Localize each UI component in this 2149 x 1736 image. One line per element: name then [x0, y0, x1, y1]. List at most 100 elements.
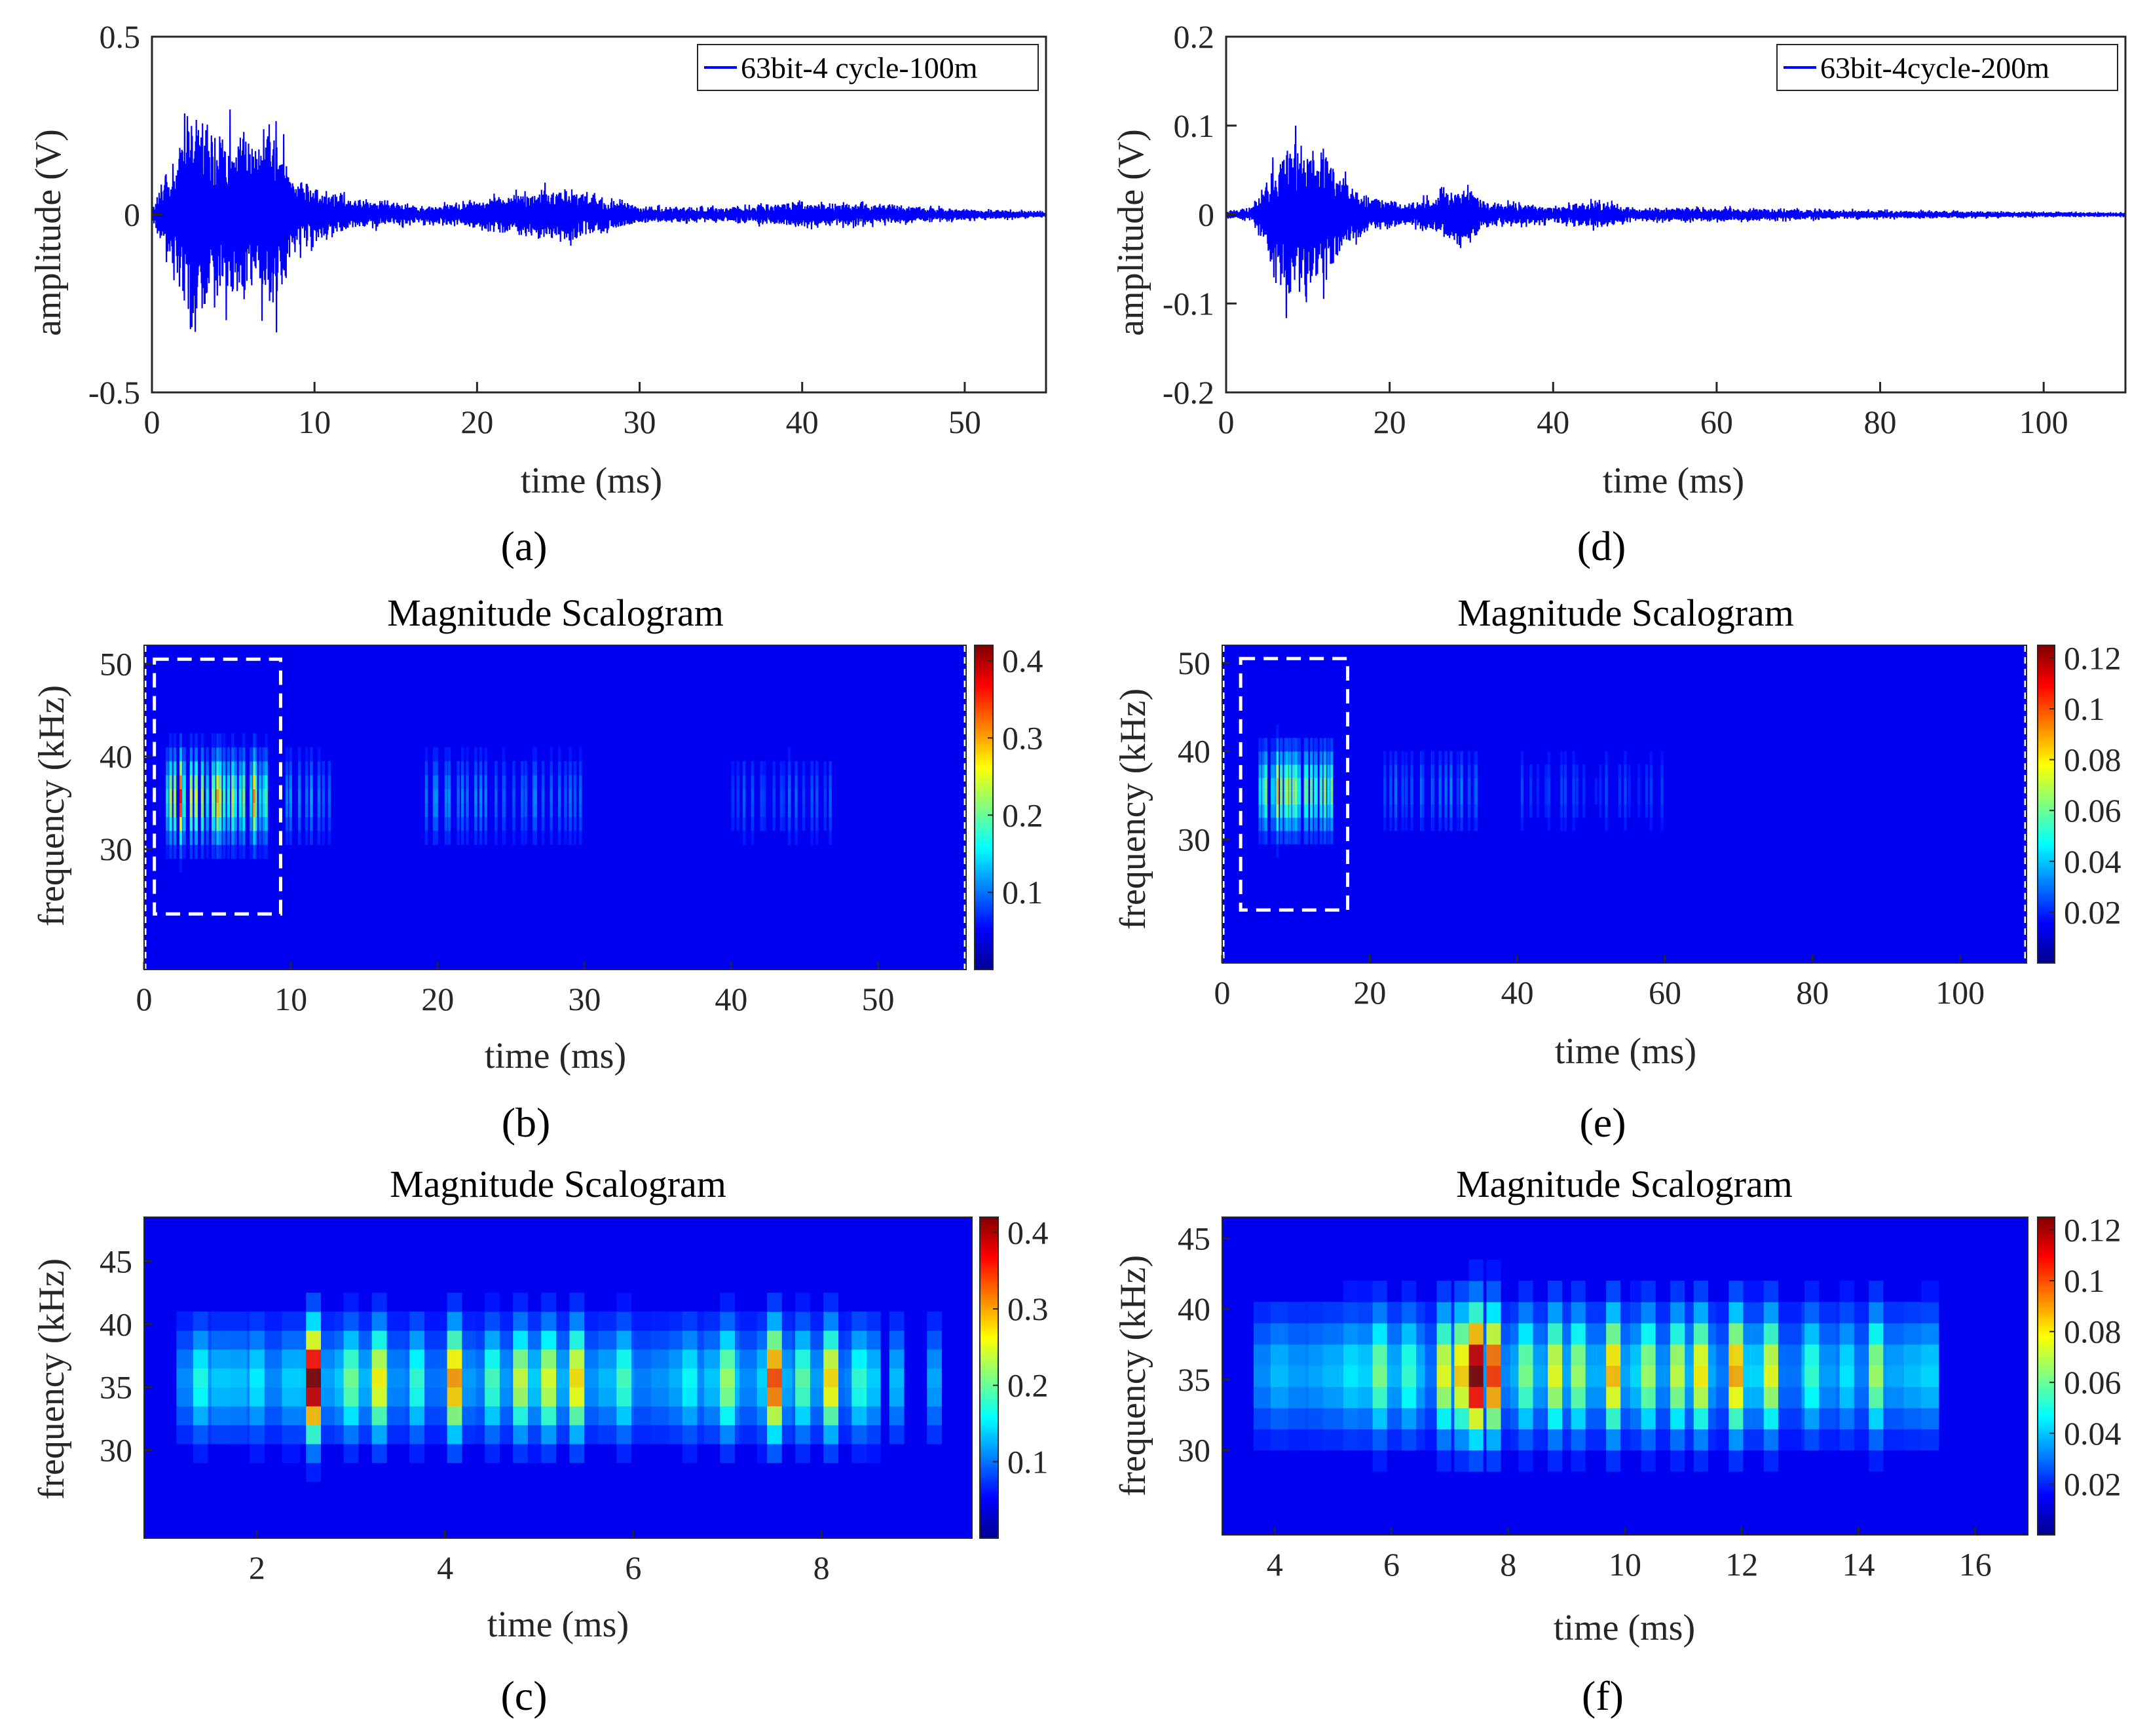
panel-c-scalogram-cell — [176, 1368, 195, 1387]
panel-b-scalogram-cell — [195, 747, 198, 762]
panel-e-scalogram-cell — [1271, 764, 1274, 778]
panel-b-scalogram-cell — [258, 789, 262, 803]
panel-f-scalogram-column — [1548, 1302, 1563, 1324]
panel-b-scalogram-cell — [762, 802, 766, 818]
panel-b-scalogram-cell — [461, 816, 464, 831]
panel-c-scalogram-column — [250, 1425, 265, 1444]
panel-b-xlabel: time (ms) — [485, 1036, 626, 1076]
panel-b-scalogram-cell — [534, 747, 537, 762]
panel-b-scalogram-cell — [265, 761, 268, 776]
panel-f-scalogram-column — [1486, 1408, 1501, 1429]
panel-e-scalogram-cell — [1432, 764, 1435, 778]
panel-d-xtick-label: 40 — [1537, 404, 1569, 440]
panel-e-scalogram-cell — [1305, 764, 1309, 778]
panel-b-scalogram-cell — [317, 775, 321, 789]
panel-b-scalogram-cell — [219, 747, 222, 762]
panel-c-scalogram-cell — [633, 1368, 652, 1387]
panel-b-scalogram-cell — [432, 747, 436, 762]
panel-b-scalogram-cell — [231, 733, 234, 748]
panel-e-scalogram-cell — [1456, 764, 1460, 778]
panel-e-xtick-label: 80 — [1796, 974, 1829, 1011]
panel-f-scalogram-cell — [1818, 1429, 1837, 1451]
panel-e-xtick-label: 60 — [1649, 974, 1681, 1011]
panel-c-scalogram-cell — [282, 1443, 301, 1463]
panel-b-scalogram-cell — [212, 802, 215, 818]
panel-e-scalogram-cell — [1261, 764, 1265, 778]
panel-e-scalogram-cell — [1330, 738, 1334, 752]
panel-f-ytick-label: 40 — [1178, 1291, 1210, 1327]
panel-e-scalogram-cell — [1582, 804, 1586, 818]
panel-f-scalogram-column — [1436, 1386, 1451, 1408]
panel-f-scalogram-cell — [1254, 1386, 1272, 1408]
panel-c-scalogram-cell — [598, 1387, 617, 1406]
panel-b-scalogram-cell — [424, 761, 428, 776]
panel-e-scalogram-cell — [1660, 764, 1664, 778]
panel-b-scalogram-cell — [297, 816, 301, 831]
panel-b-scalogram-cell — [216, 830, 219, 845]
panel-b-scalogram-cell — [829, 830, 832, 845]
panel-c-scalogram-cell — [704, 1406, 722, 1425]
panel-f-scalogram-cell — [1818, 1408, 1837, 1429]
panel-c-scalogram-cell — [282, 1311, 301, 1331]
panel-f-scalogram-cell — [1852, 1429, 1871, 1451]
panel-b-scalogram-cell — [479, 747, 483, 762]
panel-e-scalogram-cell — [1323, 791, 1326, 805]
panel-e-scalogram-cell — [1288, 778, 1292, 791]
panel-b-scalogram-cell — [579, 775, 582, 789]
panel-b-scalogram-cell — [289, 775, 292, 789]
panel-f-scalogram-column — [1606, 1429, 1621, 1451]
panel-f-xtick-label: 8 — [1500, 1546, 1516, 1583]
panel-b-scalogram-cell — [447, 761, 451, 776]
panel-c-scalogram-column — [616, 1425, 631, 1444]
panel-b-scalogram-cell — [234, 775, 237, 789]
panel-e-scalogram-cell — [1310, 738, 1313, 752]
panel-b-scalogram-cell — [242, 816, 246, 831]
panel-e-scalogram-cell — [1272, 791, 1275, 805]
panel-e-scalogram-cell — [1449, 751, 1453, 765]
panel-b-scalogram-cell — [169, 816, 172, 831]
panel-b-scalogram-cell — [219, 733, 222, 748]
panel-b-scalogram-cell — [195, 789, 198, 803]
panel-f-scalogram-column — [1839, 1386, 1854, 1408]
panel-b-scalogram-cell — [424, 830, 428, 845]
panel-b-scalogram-cell — [466, 775, 469, 789]
panel-f-scalogram-column — [1454, 1386, 1469, 1408]
panel-b-scalogram-cell — [558, 775, 561, 789]
panel-c-scalogram-cell — [264, 1406, 283, 1425]
panel-f-scalogram-column — [1402, 1365, 1417, 1387]
panel-f-scalogram-cell — [1921, 1365, 1939, 1387]
panel-a-xtick-label: 10 — [298, 404, 331, 440]
panel-c-scalogram-cell — [176, 1387, 195, 1406]
panel-e-scalogram-cell — [1536, 778, 1540, 791]
panel-f-scalogram-cell — [1852, 1386, 1871, 1408]
panel-b-scalogram-cell — [435, 789, 438, 803]
panel-c-scalogram-column — [889, 1330, 905, 1350]
panel-f-scalogram-cell — [1818, 1302, 1837, 1324]
panel-f-scalogram-column — [1486, 1281, 1501, 1302]
panel-e-scalogram-cell — [1319, 764, 1322, 778]
panel-e-scalogram-cell — [1276, 830, 1279, 844]
panel-e-scalogram-cell — [1444, 751, 1448, 765]
panel-b-scalogram-cell — [195, 802, 198, 818]
panel-c-scalogram-cell — [229, 1311, 248, 1331]
panel-e-scalogram-cell — [1536, 764, 1540, 778]
panel-e-scalogram-cell — [1294, 791, 1298, 805]
panel-c-scalogram-column — [569, 1293, 585, 1312]
panel-f-scalogram-cell — [1784, 1429, 1803, 1451]
panel-b-scalogram-cell — [231, 747, 234, 762]
panel-b-scalogram-cell — [461, 747, 464, 762]
panel-b-scalogram-cell — [179, 816, 182, 831]
panel-e-scalogram-cell — [1258, 804, 1261, 818]
panel-e-scalogram-cell — [1288, 751, 1292, 765]
panel-f-scalogram-cell — [1904, 1344, 1922, 1366]
panel-b-scalogram-cell — [216, 747, 219, 762]
panel-c-scalogram-cell — [264, 1349, 283, 1369]
panel-c-scalogram-column — [720, 1293, 735, 1312]
panel-b-scalogram-cell — [484, 747, 487, 762]
panel-b-scalogram-cell — [762, 789, 766, 803]
panel-b-scalogram-cell — [829, 802, 832, 818]
panel-f-scalogram-cell — [1271, 1408, 1289, 1429]
panel-f-scalogram-column — [1641, 1344, 1656, 1366]
panel-c-scalogram-column — [193, 1387, 208, 1406]
